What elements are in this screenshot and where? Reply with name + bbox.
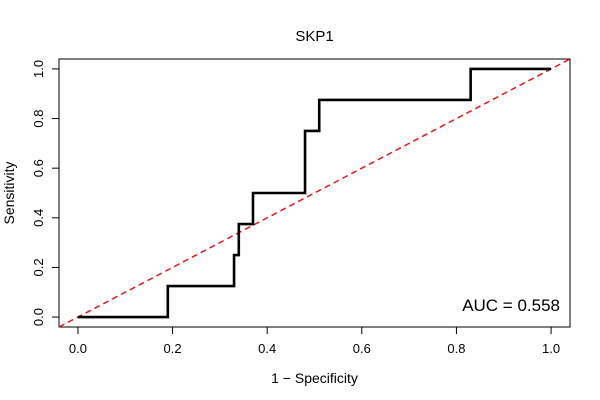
y-axis: 0.0 0.2 0.4 0.6 0.8 1.0 [31,60,60,326]
x-axis: 0.0 0.2 0.4 0.6 0.8 1.0 [69,326,560,356]
x-axis-label: 1 − Specificity [271,370,358,386]
reference-diagonal-line [58,58,571,328]
series-layer [58,58,571,328]
x-tick-label: 0.4 [258,341,276,356]
chart-title: SKP1 [295,28,333,45]
x-tick-label: 1.0 [542,341,560,356]
y-tick-label: 0.4 [31,209,46,227]
y-axis-label: Sensitivity [1,161,17,224]
y-tick-label: 0.0 [31,308,46,326]
x-tick-label: 0.2 [164,341,182,356]
roc-curve [77,67,552,319]
x-tick-label: 0.6 [353,341,371,356]
y-tick-label: 1.0 [31,60,46,78]
auc-annotation: AUC = 0.558 [462,296,560,315]
y-tick-label: 0.2 [31,258,46,276]
x-tick-label: 0.8 [447,341,465,356]
y-tick-label: 0.8 [31,110,46,128]
x-tick-label: 0.0 [69,341,87,356]
y-tick-label: 0.6 [31,159,46,177]
